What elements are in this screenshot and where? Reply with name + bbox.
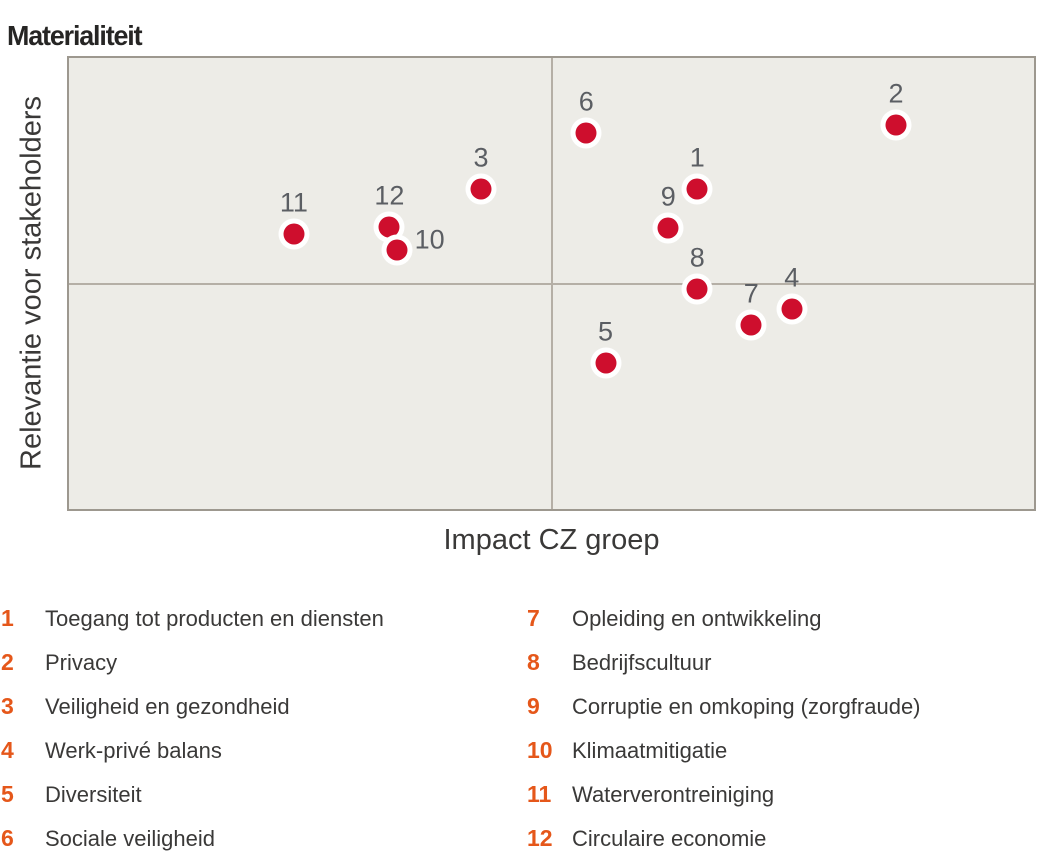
legend-item-2: 2 Privacy — [1, 649, 527, 675]
legend-item-label: Corruptie en omkoping (zorgfraude) — [572, 694, 921, 719]
data-point-8: 8 — [681, 244, 713, 305]
data-point-number: 8 — [689, 242, 705, 273]
data-point-dot — [470, 178, 492, 200]
legend-item-11: 11 Waterverontreiniging — [527, 781, 1042, 807]
legend-item-number: 8 — [527, 649, 540, 675]
legend-item-label: Sociale veiligheid — [45, 826, 215, 851]
legend-item-8: 8 Bedrijfscultuur — [527, 649, 1042, 675]
legend-item-6: 6 Sociale veiligheid — [1, 825, 527, 851]
legend-item-number: 10 — [527, 737, 553, 763]
data-point-number: 9 — [660, 181, 676, 212]
data-point-dot — [378, 216, 400, 238]
legend-item-label: Klimaatmitigatie — [572, 738, 728, 763]
legend-item-label: Opleiding en ontwikkeling — [572, 606, 822, 631]
data-point-4: 4 — [776, 264, 808, 325]
data-point-number: 2 — [888, 78, 904, 109]
data-point-dot — [885, 114, 907, 136]
legend-item-number: 3 — [1, 693, 14, 719]
legend-item-4: 4 Werk-privé balans — [1, 737, 527, 763]
data-point-number: 1 — [689, 142, 705, 173]
legend-item-label: Bedrijfscultuur — [572, 650, 712, 675]
data-point-dot — [575, 122, 597, 144]
data-point-number: 3 — [473, 142, 489, 173]
legend-item-number: 11 — [527, 781, 552, 807]
data-point-6: 6 — [570, 88, 602, 149]
data-point-number: 6 — [578, 86, 594, 117]
data-point-10: 10 — [381, 226, 445, 266]
legend: 1 Toegang tot producten en diensten 2 Priva… — [1, 605, 1042, 864]
page-title: Materialiteit — [7, 19, 143, 51]
data-point-2: 2 — [880, 80, 912, 141]
legend-item-3: 3 Veiligheid en gezondheid — [1, 693, 527, 719]
data-point-number: 12 — [374, 180, 405, 211]
legend-item-label: Veiligheid en gezondheid — [45, 694, 290, 719]
data-point-dot — [283, 223, 305, 245]
data-point-number: 7 — [743, 278, 759, 309]
legend-item-number: 9 — [527, 693, 540, 719]
legend-item-number: 2 — [1, 649, 14, 675]
data-point-1: 1 — [681, 144, 713, 205]
data-point-number: 10 — [414, 224, 445, 255]
y-axis-label: Relevantie voor stakeholders — [15, 96, 48, 470]
data-point-dot — [657, 217, 679, 239]
legend-item-label: Toegang tot producten en diensten — [45, 606, 384, 631]
data-point-5: 5 — [590, 318, 622, 379]
legend-item-number: 5 — [1, 781, 14, 807]
legend-column-2: 7 Opleiding en ontwikkeling 8 Bedrijfscultu… — [527, 605, 1042, 864]
data-point-3: 3 — [465, 144, 497, 205]
legend-item-label: Diversiteit — [45, 782, 142, 807]
legend-item-number: 12 — [527, 825, 553, 851]
data-point-dot — [386, 239, 408, 261]
data-point-dot — [686, 178, 708, 200]
legend-item-1: 1 Toegang tot producten en diensten — [1, 605, 527, 631]
data-point-dot — [781, 298, 803, 320]
data-point-dot — [595, 352, 617, 374]
legend-item-number: 6 — [1, 825, 14, 851]
legend-item-number: 7 — [527, 605, 540, 631]
data-point-dot — [740, 314, 762, 336]
quadrant-divider-horizontal — [69, 282, 1034, 285]
legend-item-label: Privacy — [45, 650, 118, 675]
legend-item-12: 12 Circulaire economie — [527, 825, 1042, 851]
data-point-11: 11 — [278, 189, 310, 250]
legend-item-number: 4 — [1, 737, 14, 763]
legend-item-number: 1 — [1, 605, 14, 631]
data-point-number: 4 — [784, 262, 800, 293]
data-point-number: 11 — [279, 187, 308, 218]
data-point-7: 7 — [735, 280, 767, 341]
legend-item-9: 9 Corruptie en omkoping (zorgfraude) — [527, 693, 1042, 719]
legend-item-7: 7 Opleiding en ontwikkeling — [527, 605, 1042, 631]
legend-item-label: Circulaire economie — [572, 826, 767, 851]
legend-item-10: 10 Klimaatmitigatie — [527, 737, 1042, 763]
data-point-number: 5 — [598, 316, 614, 347]
plot-area: 1 2 3 4 5 6 7 8 9 11 12 10 — [67, 56, 1036, 511]
legend-item-5: 5 Diversiteit — [1, 781, 527, 807]
data-point-9: 9 — [652, 183, 684, 244]
legend-item-label: Waterverontreiniging — [572, 782, 775, 807]
x-axis-label: Impact CZ groep — [443, 524, 660, 556]
legend-item-label: Werk-privé balans — [45, 738, 222, 763]
legend-column-1: 1 Toegang tot producten en diensten 2 Priva… — [1, 605, 527, 864]
data-point-dot — [686, 278, 708, 300]
